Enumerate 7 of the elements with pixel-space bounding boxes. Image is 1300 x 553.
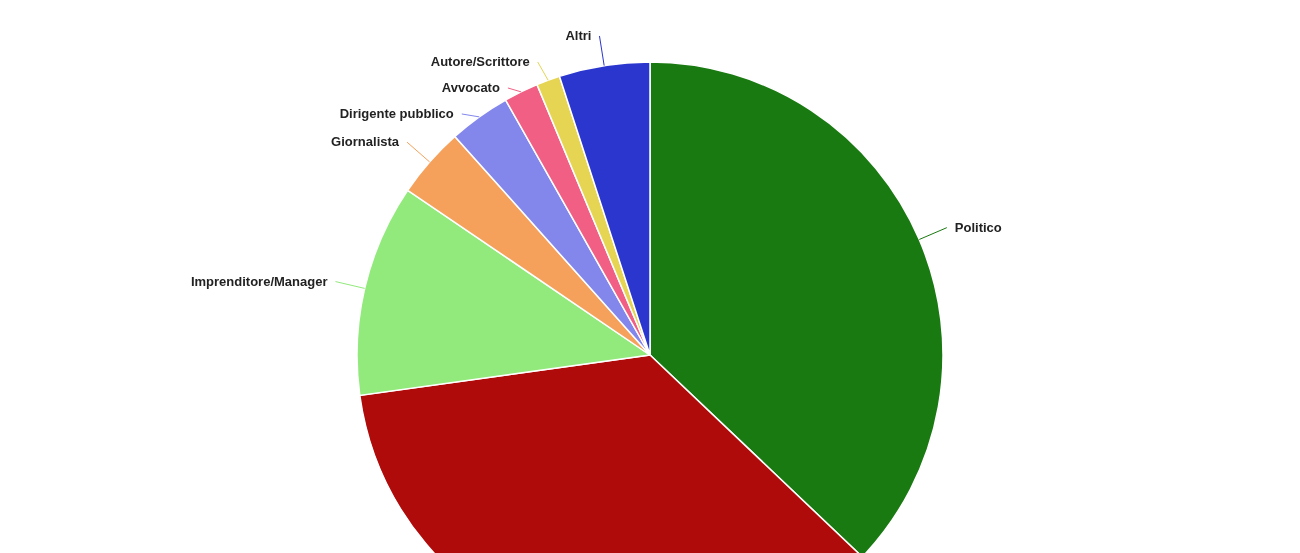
slice-label: Imprenditore/Manager — [190, 273, 328, 289]
slice-label: Avvocato — [441, 79, 500, 95]
slice-label: Politico — [954, 219, 1002, 235]
slice-label: Altri — [565, 27, 592, 43]
slice-label: Giornalista — [331, 134, 400, 150]
slice-label: Autore/Scrittore — [430, 53, 530, 69]
slice-label: Dirigente pubblico — [339, 105, 454, 121]
